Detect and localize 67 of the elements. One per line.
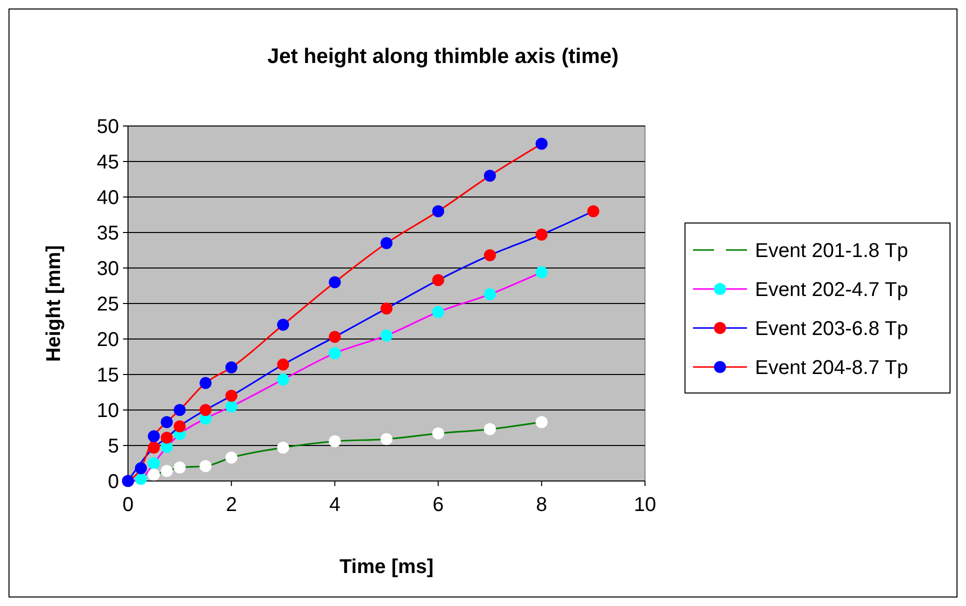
point (484, 249, 496, 262)
point (484, 288, 496, 300)
point (536, 416, 548, 428)
point (484, 423, 496, 436)
point (225, 452, 238, 464)
point (148, 457, 160, 470)
y-tick-label: 10 (96, 400, 119, 422)
point (328, 347, 341, 360)
y-tick-label: 5 (108, 436, 119, 458)
point (160, 465, 173, 478)
point (536, 266, 548, 278)
y-axis-title: Height [mm] (43, 245, 65, 362)
y-tick-label: 25 (96, 294, 119, 316)
point (432, 205, 444, 218)
point (200, 460, 212, 472)
point (225, 361, 238, 374)
y-tick-label: 50 (96, 116, 119, 138)
point (277, 373, 290, 386)
point (432, 427, 444, 440)
y-tick-label: 35 (96, 222, 119, 244)
x-tick-label: 2 (226, 494, 237, 516)
point (174, 420, 186, 432)
point (536, 138, 548, 150)
y-tick-label: 20 (96, 329, 119, 351)
point (174, 404, 186, 416)
y-tick-label: 45 (96, 152, 119, 174)
point (328, 276, 341, 288)
point (536, 228, 548, 241)
x-tick-label: 0 (122, 494, 134, 516)
point (134, 472, 147, 485)
point (277, 442, 290, 454)
point (484, 170, 496, 182)
legend-label: Event 202-4.7 Tp (755, 279, 908, 301)
point (380, 329, 392, 342)
legend-label: Event 204-8.7 Tp (755, 357, 908, 379)
legend-label: Event 203-6.8 Tp (755, 318, 908, 340)
y-tick-label: 40 (96, 187, 119, 209)
y-tick-label: 30 (96, 258, 119, 280)
point (160, 432, 173, 444)
legend-label: Event 201-1.8 Tp (755, 240, 908, 262)
point (225, 390, 238, 402)
point (277, 358, 290, 371)
x-tick-label: 10 (634, 494, 656, 516)
point (148, 430, 160, 442)
x-tick-label: 4 (329, 494, 340, 516)
y-tick-label: 0 (108, 471, 119, 493)
point (225, 400, 238, 412)
point (328, 435, 341, 448)
x-axis-title: Time [ms] (339, 556, 434, 578)
point (587, 205, 600, 218)
chart-title: Jet height along thimble axis (time) (267, 45, 619, 68)
point (328, 330, 341, 343)
x-tick-label: 8 (536, 494, 548, 516)
point (174, 462, 186, 474)
point (380, 237, 392, 250)
point (200, 377, 212, 390)
point (380, 433, 392, 446)
x-tick-label: 6 (432, 494, 444, 516)
y-tick-label: 15 (96, 364, 119, 386)
point (148, 468, 160, 481)
point (380, 302, 392, 314)
point (432, 306, 444, 318)
point (200, 404, 212, 416)
point (277, 318, 290, 331)
point (160, 416, 173, 428)
point (134, 462, 147, 474)
point (432, 274, 444, 286)
